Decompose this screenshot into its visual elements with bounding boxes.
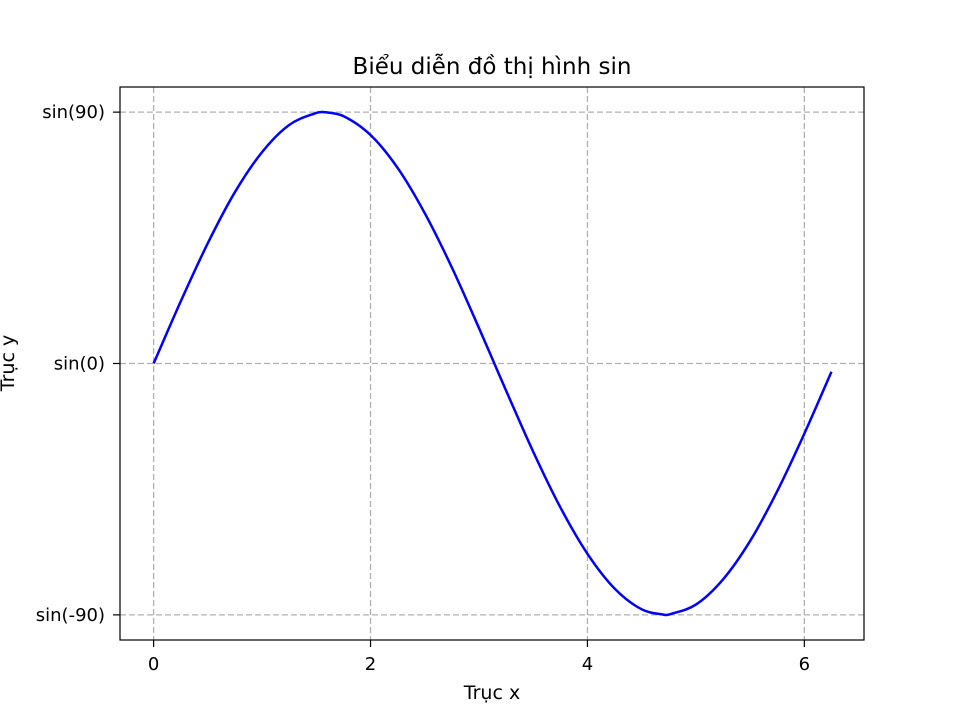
chart-title: Biểu diễn đồ thị hình sin: [353, 52, 632, 80]
y-tick-label: sin(90): [42, 102, 105, 123]
y-tick-label: sin(-90): [36, 605, 105, 626]
x-tick-label: 2: [365, 654, 376, 675]
x-tick-label: 6: [799, 654, 810, 675]
plot-series: [152, 110, 833, 617]
sine-series-line: [152, 110, 833, 617]
y-axis-label: Trục y: [0, 335, 19, 392]
x-tick-label: 0: [148, 654, 159, 675]
y-tick-label: sin(0): [54, 354, 105, 375]
y-axis-ticks: sin(-90) sin(0) sin(90): [36, 102, 120, 626]
x-axis-ticks: 0 2 4 6: [148, 640, 810, 675]
x-tick-label: 4: [582, 654, 593, 675]
x-axis-label: Trục x: [463, 682, 520, 704]
grid-lines: [120, 87, 864, 640]
